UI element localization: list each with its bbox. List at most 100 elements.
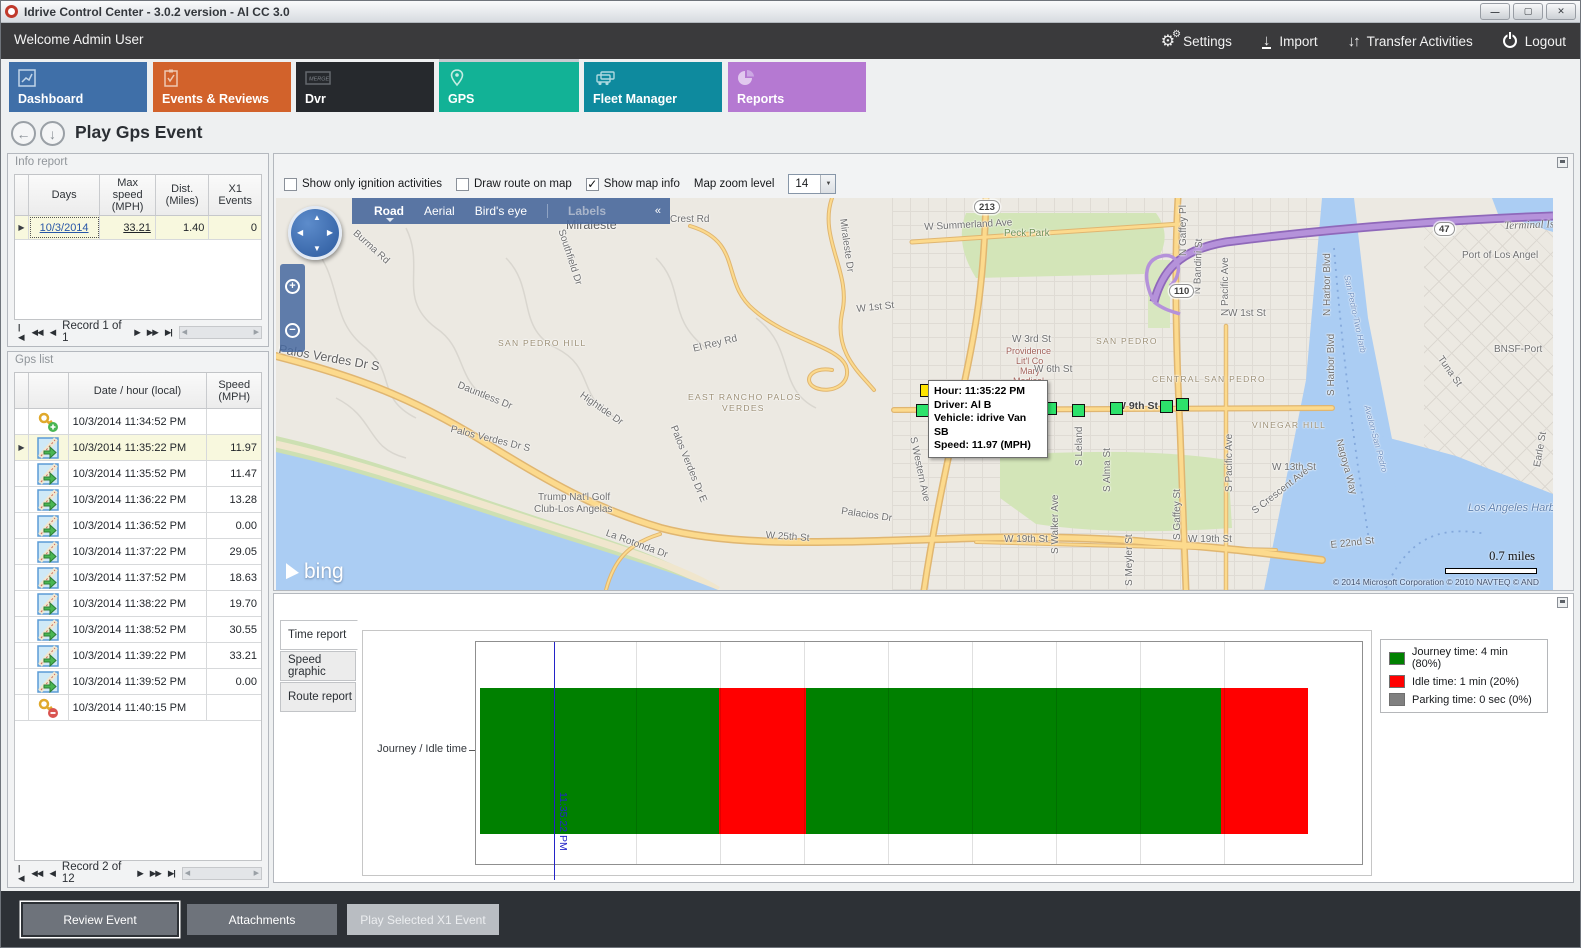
import-icon: ↓ — [1261, 31, 1272, 49]
tile-label: GPS — [448, 92, 475, 106]
fast-prev-icon[interactable]: ◀◀ — [31, 867, 43, 878]
days-cell[interactable]: 10/3/2014 — [28, 216, 101, 239]
fast-next-icon[interactable]: ▶▶ — [146, 326, 159, 337]
panel-collapse-icon[interactable] — [1557, 157, 1568, 168]
column-x1-events[interactable]: X1 Events — [218, 183, 253, 207]
last-record-icon[interactable]: ▶| — [167, 867, 176, 878]
gps-list-row[interactable]: 10/3/2014 11:37:22 PM 29.05 — [15, 539, 261, 565]
tab-reports[interactable]: Reports — [728, 62, 866, 112]
bing-logo[interactable]: bing — [286, 560, 344, 584]
close-button[interactable]: ✕ — [1546, 3, 1576, 20]
first-record-icon[interactable]: |◀ — [18, 321, 24, 342]
zoom-out-icon[interactable]: − — [285, 322, 300, 338]
fast-next-icon[interactable]: ▶▶ — [149, 867, 162, 878]
review-event-button[interactable]: Review Event — [23, 904, 177, 935]
back-button[interactable]: ← — [11, 121, 36, 146]
prev-record-icon[interactable]: ◀ — [49, 326, 56, 337]
panel-collapse-icon[interactable] — [1557, 597, 1568, 608]
map-zoom-select[interactable]: 14 ▼ — [788, 174, 837, 194]
tile-label: Dvr — [305, 92, 326, 106]
checkbox-show-map-info[interactable]: ✓ Show map info — [585, 177, 680, 191]
tab-time-report[interactable]: Time report — [280, 620, 358, 650]
map-style-labels[interactable]: Labels — [568, 204, 607, 218]
datetime-cell: 10/3/2014 11:37:52 PM — [69, 565, 208, 590]
gps-list-row[interactable]: 10/3/2014 11:35:52 PM 11.47 — [15, 461, 261, 487]
tile-label: Dashboard — [18, 92, 84, 106]
map-label: W 19th St — [1188, 534, 1232, 545]
logout-button[interactable]: Logout — [1502, 31, 1566, 49]
transfer-activities-button[interactable]: ↓↑ Transfer Activities — [1348, 33, 1473, 50]
gps-point-marker[interactable] — [1160, 400, 1173, 413]
next-record-icon[interactable]: ▶ — [137, 867, 143, 878]
gps-point-marker[interactable] — [1176, 398, 1189, 411]
tab-dvr[interactable]: MERGE Dvr — [296, 62, 434, 112]
checkbox-draw-route[interactable]: Draw route on map — [456, 177, 572, 191]
collapse-toolbar-icon[interactable]: « — [654, 205, 661, 217]
prev-record-icon[interactable]: ◀ — [49, 867, 55, 878]
gps-list-row[interactable]: 10/3/2014 11:36:52 PM 0.00 — [15, 513, 261, 539]
last-record-icon[interactable]: ▶| — [164, 326, 173, 337]
map-pan-compass[interactable]: ▲ ▼ ◀ ▶ — [288, 206, 342, 260]
next-record-icon[interactable]: ▶ — [134, 326, 140, 337]
column-days[interactable]: Days — [29, 175, 101, 215]
tab-fleet-manager[interactable]: Fleet Manager — [584, 62, 722, 112]
map-label: N Pacific Ave — [1220, 257, 1231, 316]
map-style-road[interactable]: Road — [374, 204, 404, 222]
minimize-button[interactable]: — — [1480, 3, 1510, 20]
attachments-button[interactable]: Attachments — [187, 904, 337, 935]
record-scrollbar[interactable]: ◀ ▶ — [178, 325, 262, 339]
gps-point-marker[interactable] — [1072, 404, 1085, 417]
gridline — [720, 642, 722, 864]
pan-left-icon[interactable]: ◀ — [297, 228, 304, 237]
fast-prev-icon[interactable]: ◀◀ — [31, 326, 44, 337]
play-selected-x1-event-button[interactable]: Play Selected X1 Event — [347, 904, 499, 935]
highway-shield: 213 — [974, 200, 1000, 214]
pan-up-icon[interactable]: ▲ — [313, 213, 321, 222]
bing-map[interactable]: Burma Rd Southfield Dr Crest Rd Miraleste Mi… — [276, 198, 1553, 590]
gps-list-row[interactable]: 10/3/2014 11:34:52 PM — [15, 409, 261, 435]
map-style-birdseye[interactable]: Bird's eye — [474, 204, 527, 218]
pan-right-icon[interactable]: ▶ — [326, 228, 333, 237]
logout-label: Logout — [1524, 33, 1566, 49]
checkbox-show-ignition[interactable]: Show only ignition activities — [284, 177, 442, 191]
down-button[interactable]: ↓ — [40, 121, 65, 146]
map-label: W 1st St — [1228, 308, 1266, 319]
gps-list-row[interactable]: 10/3/2014 11:38:22 PM 19.70 — [15, 591, 261, 617]
gps-point-marker[interactable] — [1110, 402, 1123, 415]
gps-list-row[interactable]: 10/3/2014 11:39:22 PM 33.21 — [15, 643, 261, 669]
tile-label: Fleet Manager — [593, 92, 678, 106]
pan-down-icon[interactable]: ▼ — [313, 244, 321, 253]
maximize-button[interactable]: ▢ — [1513, 3, 1543, 20]
column-datetime[interactable]: Date / hour (local) — [69, 373, 208, 408]
parking-swatch — [1389, 693, 1405, 706]
map-style-aerial[interactable]: Aerial — [424, 204, 455, 218]
info-report-row[interactable]: ▶ 10/3/2014 33.21 1.40 0 — [15, 216, 261, 240]
speed-cell: 19.70 — [229, 597, 257, 610]
gps-list-row[interactable]: ▶ 10/3/2014 11:35:22 PM 11.97 — [15, 435, 261, 461]
gps-list-row[interactable]: 10/3/2014 11:38:52 PM 30.55 — [15, 617, 261, 643]
tab-speed-graphic[interactable]: Speed graphic — [280, 651, 356, 681]
gridline — [635, 642, 637, 864]
gps-list-row[interactable]: 10/3/2014 11:36:22 PM 13.28 — [15, 487, 261, 513]
column-max-speed[interactable]: Max speed (MPH) — [100, 175, 156, 215]
tab-route-report[interactable]: Route report — [280, 682, 356, 712]
tab-events-reviews[interactable]: Events & Reviews — [153, 62, 291, 112]
datetime-cell: 10/3/2014 11:36:22 PM — [69, 487, 208, 512]
gps-point-icon — [28, 435, 69, 460]
time-cursor-line[interactable] — [554, 642, 556, 880]
column-speed[interactable]: Speed (MPH) — [218, 378, 251, 403]
record-scrollbar[interactable]: ◀ ▶ — [181, 866, 262, 880]
speed-cell: 18.63 — [229, 571, 257, 584]
first-record-icon[interactable]: |◀ — [18, 862, 25, 883]
tab-dashboard[interactable]: Dashboard — [9, 62, 147, 112]
settings-button[interactable]: ⚙ ⚙ Settings — [1161, 29, 1232, 49]
gps-list-row[interactable]: 10/3/2014 11:39:52 PM 0.00 — [15, 669, 261, 695]
zoom-in-icon[interactable]: + — [285, 278, 300, 294]
map-label: Club-Los Angelas — [534, 504, 613, 515]
column-dist[interactable]: Dist. (Miles) — [156, 175, 210, 215]
import-button[interactable]: ↓ Import — [1261, 31, 1318, 49]
tab-gps[interactable]: GPS — [439, 59, 579, 112]
gps-list-row[interactable]: 10/3/2014 11:40:15 PM — [15, 695, 261, 721]
gps-list-row[interactable]: 10/3/2014 11:37:52 PM 18.63 — [15, 565, 261, 591]
checkbox-label: Draw route on map — [474, 178, 572, 190]
